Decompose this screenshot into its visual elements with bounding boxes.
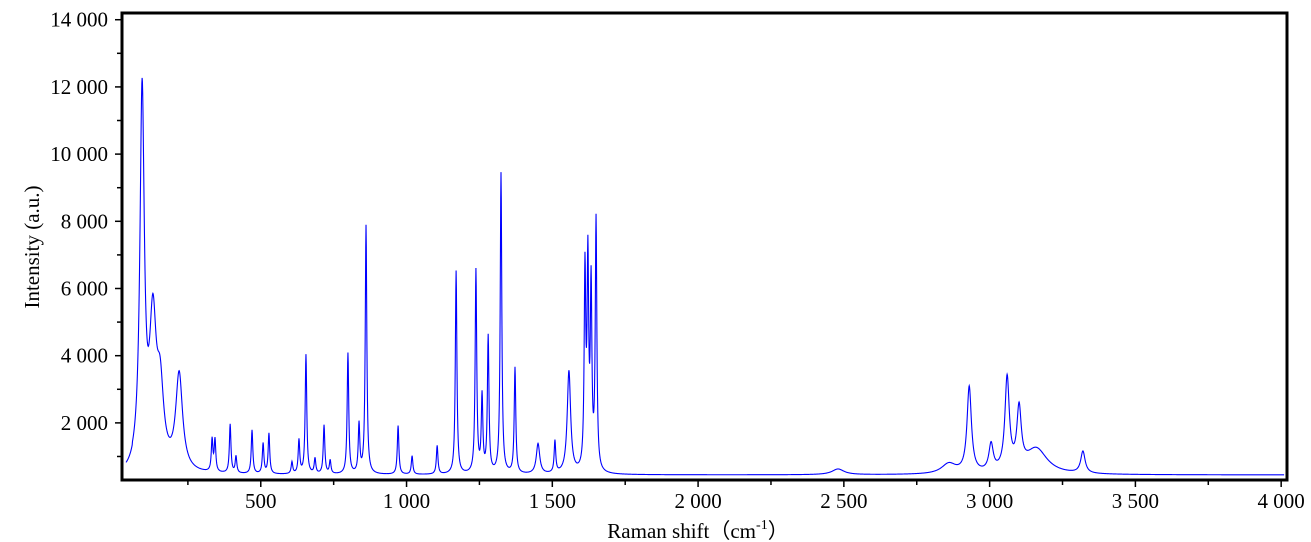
x-tick-label: 1 500 — [529, 489, 576, 513]
x-tick-label: 3 000 — [966, 489, 1013, 513]
y-tick-label: 12 000 — [50, 75, 108, 99]
y-axis: 2 000 4 000 6 000 8 000 10 000 12 000 14 000 — [50, 8, 122, 458]
x-tick-label: 4 000 — [1258, 489, 1305, 513]
spectrum-line — [125, 77, 1285, 476]
y-tick-label: 2 000 — [61, 411, 108, 435]
x-axis-title: Raman shift（cm-1） — [607, 518, 788, 542]
x-tick-label: 3 500 — [1112, 489, 1159, 513]
x-tick-label: 2 500 — [820, 489, 867, 513]
y-tick-label: 10 000 — [50, 142, 108, 166]
y-tick-label: 4 000 — [61, 344, 108, 368]
x-axis: 500 1 000 1 500 2 000 2 500 3 000 3 500 4 000 — [187, 480, 1305, 513]
y-axis-title: Intensity (a.u.) — [20, 185, 44, 308]
x-tick-label: 2 000 — [674, 489, 721, 513]
x-tick-label: 500 — [245, 489, 277, 513]
plot-frame — [120, 11, 1289, 482]
y-tick-label: 14 000 — [50, 8, 108, 32]
y-tick-label: 8 000 — [61, 209, 108, 233]
x-tick-label: 1 000 — [383, 489, 430, 513]
y-tick-label: 6 000 — [61, 276, 108, 300]
spectrum-layer — [125, 77, 1285, 476]
